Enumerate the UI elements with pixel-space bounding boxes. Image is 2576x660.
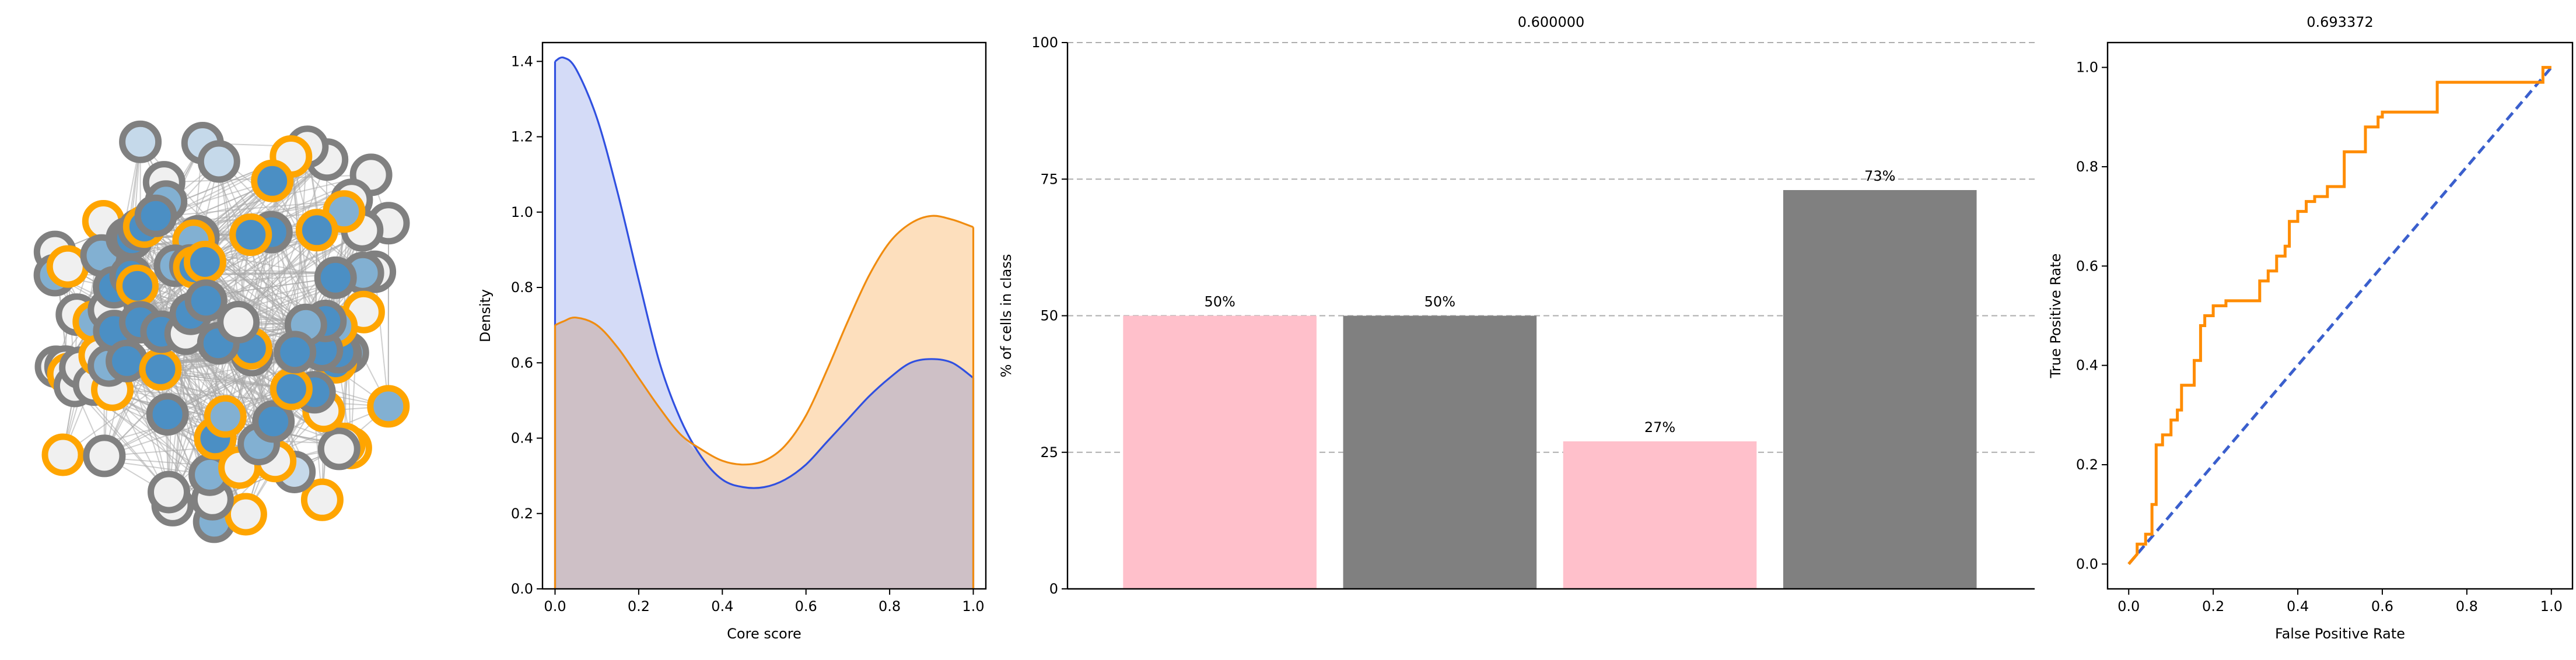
density-x-tick-label: 0.8 — [878, 598, 901, 615]
density-x-tick-label: 0.4 — [711, 598, 733, 615]
roc-curve — [2127, 66, 2552, 566]
bar — [1343, 315, 1537, 589]
network-node — [295, 209, 338, 252]
network-node — [119, 120, 162, 163]
roc-y-tick-label: 0.4 — [2076, 357, 2098, 374]
density-y-axis-label: Density — [477, 289, 494, 342]
density-line-blue — [554, 56, 974, 489]
roc-panel: 0.0 0.2 0.4 0.6 0.8 1.0 0.0 0.2 0.4 0.6 0.8 1.0 0.6… — [2048, 14, 2574, 642]
bar-axes: 0 25 50 75 100 — [1031, 34, 2035, 597]
network-node — [197, 140, 240, 183]
density-panel: 0.0 0.2 0.4 0.6 0.8 1.0 0.0 0.2 0.4 0.6 0.8 1.0 1.2 1… — [477, 41, 987, 642]
roc-y-tick-label: 0.2 — [2076, 457, 2098, 473]
bar-panel: 50% 50% 27% 73% 0 25 50 75 100 0.600000 % of ce… — [998, 14, 2035, 597]
bar-value-label: 27% — [1644, 419, 1675, 436]
roc-y-tick-label: 0.0 — [2076, 556, 2098, 572]
roc-axes: 0.0 0.2 0.4 0.6 0.8 1.0 0.0 0.2 0.4 0.6 0.8 1.0 — [2076, 41, 2574, 615]
network-node — [204, 395, 247, 438]
density-overlap-area — [555, 317, 974, 589]
network-panel — [33, 120, 410, 543]
network-node — [116, 264, 159, 307]
density-y-tick-label: 0.2 — [511, 505, 533, 522]
density-y-tick-label: 1.2 — [511, 129, 533, 145]
network-nodes — [33, 120, 410, 543]
bar-y-tick-label: 0 — [1049, 581, 1058, 597]
bar — [1563, 441, 1757, 589]
network-node — [274, 331, 317, 374]
bar-y-tick-label: 75 — [1040, 171, 1058, 187]
roc-frame — [2106, 41, 2574, 590]
bar-y-tick-label: 100 — [1031, 34, 1058, 51]
network-node — [139, 347, 182, 391]
network-node — [134, 194, 177, 237]
network-node — [148, 471, 190, 514]
roc-x-axis-label: False Positive Rate — [2275, 626, 2405, 642]
network-node — [251, 159, 294, 202]
roc-x-tick-label: 1.0 — [2540, 598, 2563, 615]
roc-chart-title: 0.693372 — [2306, 14, 2374, 30]
density-y-tick-label: 1.0 — [511, 204, 533, 220]
roc-lines — [2127, 66, 2553, 566]
density-x-tick-label: 0.0 — [544, 598, 566, 615]
density-fills — [555, 57, 974, 589]
network-edge — [126, 360, 170, 493]
network-node — [300, 478, 344, 521]
roc-x-tick-label: 0.6 — [2371, 598, 2393, 615]
density-y-tick-label: 0.6 — [511, 354, 533, 371]
network-node — [146, 393, 189, 436]
network-edge — [374, 272, 389, 406]
network-node — [83, 434, 126, 478]
roc-y-axis-label: True Positive Rate — [2048, 254, 2064, 379]
bar-value-label: 50% — [1204, 294, 1235, 310]
network-edge — [62, 342, 219, 455]
density-y-tick-label: 0.0 — [511, 581, 533, 597]
density-y-tick-label: 1.4 — [511, 53, 533, 69]
bar-y-tick-label: 25 — [1040, 444, 1058, 461]
bar-bars: 50% 50% 27% 73% — [1123, 168, 1977, 589]
network-node — [106, 339, 148, 382]
density-frame — [541, 41, 987, 590]
network-node — [367, 385, 410, 428]
density-lines — [554, 56, 975, 589]
density-x-tick-label: 1.0 — [962, 598, 984, 615]
network-node — [314, 256, 357, 299]
roc-y-tick-label: 1.0 — [2076, 59, 2098, 76]
bar — [1123, 315, 1317, 589]
bar-value-label: 73% — [1864, 168, 1895, 184]
network-node — [217, 301, 260, 343]
network-node — [270, 367, 313, 410]
network-node — [317, 427, 360, 471]
density-axes: 0.0 0.2 0.4 0.6 0.8 1.0 0.0 0.2 0.4 0.6 0.8 1.0 1.2 1… — [511, 41, 987, 615]
bar-chart-title: 0.600000 — [1518, 14, 1585, 30]
density-x-tick-label: 0.6 — [795, 598, 817, 615]
roc-y-tick-label: 0.8 — [2076, 159, 2098, 175]
density-y-tick-label: 0.4 — [511, 430, 533, 447]
density-line-orange — [554, 215, 974, 466]
density-x-tick-label: 0.2 — [628, 598, 650, 615]
roc-x-tick-label: 0.0 — [2118, 598, 2140, 615]
network-node — [41, 433, 85, 476]
network-node — [229, 213, 272, 257]
network-node — [184, 279, 228, 322]
network-edge — [167, 352, 296, 415]
bar-y-tick-label: 50 — [1040, 308, 1058, 324]
roc-x-tick-label: 0.2 — [2202, 598, 2224, 615]
network-node — [183, 240, 226, 283]
network-node — [224, 493, 267, 536]
roc-chance-line — [2127, 66, 2553, 566]
bar-y-axis-label: % of cells in class — [998, 254, 1014, 378]
roc-y-tick-label: 0.6 — [2076, 258, 2098, 274]
roc-x-tick-label: 0.4 — [2287, 598, 2309, 615]
density-y-tick-label: 0.8 — [511, 279, 533, 296]
network-node — [252, 400, 295, 443]
density-x-axis-label: Core score — [727, 626, 802, 642]
roc-x-tick-label: 0.8 — [2456, 598, 2478, 615]
bar — [1783, 189, 1977, 589]
bar-value-label: 50% — [1424, 294, 1455, 310]
